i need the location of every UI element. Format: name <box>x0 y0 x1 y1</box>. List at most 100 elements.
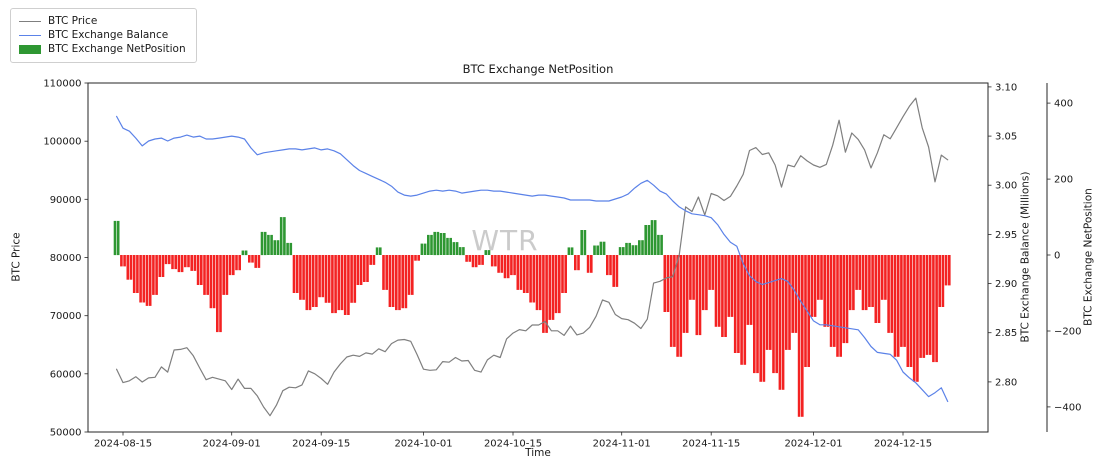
netposition-tick-label: 400 <box>1054 99 1073 110</box>
netposition-bar-negative <box>152 255 155 295</box>
legend: BTC Price BTC Exchange Balance BTC Exchang… <box>10 8 197 63</box>
netposition-bar-negative <box>909 255 913 367</box>
netposition-bar-negative <box>612 255 615 287</box>
netposition-bar-negative <box>836 255 839 357</box>
netposition-bar-positive <box>286 242 289 256</box>
netposition-bar-positive <box>260 231 264 256</box>
netposition-bar-positive <box>647 225 651 255</box>
netposition-bar-negative <box>353 255 357 303</box>
netposition-bar-positive <box>420 243 424 255</box>
netposition-bar-negative <box>171 255 174 270</box>
netposition-bar-negative <box>347 255 350 315</box>
netposition-bar-negative <box>318 255 321 298</box>
netposition-bar-positive <box>638 240 641 255</box>
x-tick-label: 2024-08-15 <box>94 439 152 450</box>
netposition-bar-negative <box>829 255 833 347</box>
netposition-bar-negative <box>398 255 401 311</box>
netposition-bar-positive <box>443 233 446 255</box>
netposition-bar-negative <box>708 255 711 290</box>
legend-item: BTC Exchange Balance <box>19 28 186 42</box>
netposition-bar-negative <box>161 255 165 277</box>
netposition-bar-negative <box>698 255 702 336</box>
price-tick-label: 100000 <box>43 137 81 148</box>
netposition-bar-negative <box>609 255 612 276</box>
balance-tick-label: 2.85 <box>995 328 1017 339</box>
btc-exchange-balance-line <box>115 115 949 403</box>
netposition-bar-negative <box>350 255 353 303</box>
netposition-bar-negative <box>331 255 334 314</box>
netposition-bar-negative <box>727 255 731 317</box>
netposition-bar-negative <box>737 255 740 353</box>
netposition-bar-negative <box>305 255 309 311</box>
netposition-bar-negative <box>503 255 507 279</box>
netposition-bar-negative <box>494 255 497 267</box>
price-tick-label: 110000 <box>43 79 81 90</box>
netposition-bar-negative <box>663 255 667 312</box>
legend-label: BTC Price <box>48 15 98 27</box>
netposition-bar-negative <box>363 255 366 282</box>
netposition-bar-negative <box>417 255 420 261</box>
price-tick-label: 70000 <box>50 311 82 322</box>
netposition-bar-negative <box>916 255 919 382</box>
netposition-bar-negative <box>701 255 705 311</box>
netposition-bar-positive <box>267 234 270 255</box>
netposition-bar-negative <box>820 255 823 300</box>
netposition-bar-negative <box>561 255 564 293</box>
y-axis-label-netposition: BTC Exchange NetPosition <box>1082 188 1094 326</box>
netposition-bar-negative <box>861 255 865 311</box>
netposition-bar-negative <box>842 255 846 344</box>
netposition-bar-negative <box>890 255 894 333</box>
netposition-bar-negative <box>714 255 718 327</box>
netposition-bar-negative <box>817 255 820 300</box>
x-tick-label: 2024-09-15 <box>292 439 350 450</box>
netposition-bar-negative <box>884 255 887 300</box>
netposition-bar-positive <box>650 220 654 255</box>
netposition-bar-negative <box>887 255 890 333</box>
netposition-bar-negative <box>928 255 932 355</box>
netposition-bar-negative <box>938 255 941 307</box>
netposition-bars <box>113 217 951 417</box>
netposition-bar-negative <box>519 255 523 290</box>
netposition-bar-positive <box>273 240 277 255</box>
netposition-bar-negative <box>532 255 536 303</box>
y-axis-label-price: BTC Price <box>10 232 22 282</box>
netposition-bar-negative <box>359 255 363 285</box>
x-tick-label: 2024-10-15 <box>484 439 542 450</box>
netposition-bar-negative <box>155 255 158 295</box>
netposition-bar-negative <box>481 255 484 265</box>
netposition-bar-negative <box>311 255 315 307</box>
netposition-bar-negative <box>180 255 184 273</box>
netposition-bar-negative <box>254 255 257 268</box>
netposition-bar-negative <box>673 255 676 347</box>
netposition-bar-negative <box>542 255 545 333</box>
netposition-bar-positive <box>458 247 462 256</box>
netposition-bar-negative <box>369 255 372 265</box>
netposition-bar-negative <box>308 255 312 311</box>
netposition-bar-negative <box>251 255 254 263</box>
netposition-bar-positive <box>439 233 443 255</box>
netposition-bar-positive <box>487 250 491 255</box>
netposition-bar-positive <box>436 231 440 256</box>
netposition-bar-positive <box>618 247 622 256</box>
netposition-bar-positive <box>660 234 663 255</box>
legend-patch-swatch <box>19 44 41 54</box>
price-tick-label: 90000 <box>50 195 82 206</box>
netposition-bar-negative <box>474 255 478 268</box>
netposition-bar-negative <box>356 255 360 285</box>
netposition-bar-negative <box>315 255 318 307</box>
netposition-bar-negative <box>174 255 177 270</box>
netposition-bar-negative <box>868 255 871 307</box>
price-tick-label: 60000 <box>50 369 82 380</box>
x-tick-label: 2024-09-01 <box>203 439 261 450</box>
netposition-bar-negative <box>717 255 721 327</box>
netposition-bar-negative <box>168 255 171 265</box>
netposition-bar-positive <box>289 242 293 256</box>
netposition-bar-negative <box>577 255 580 271</box>
x-tick-label: 2024-12-01 <box>784 439 842 450</box>
netposition-bar-negative <box>228 255 232 276</box>
netposition-bar-negative <box>606 255 609 276</box>
balance-tick-label: 2.95 <box>995 230 1017 241</box>
netposition-bar-negative <box>123 255 126 267</box>
netposition-bar-negative <box>733 255 737 353</box>
netposition-bar-negative <box>935 255 938 363</box>
